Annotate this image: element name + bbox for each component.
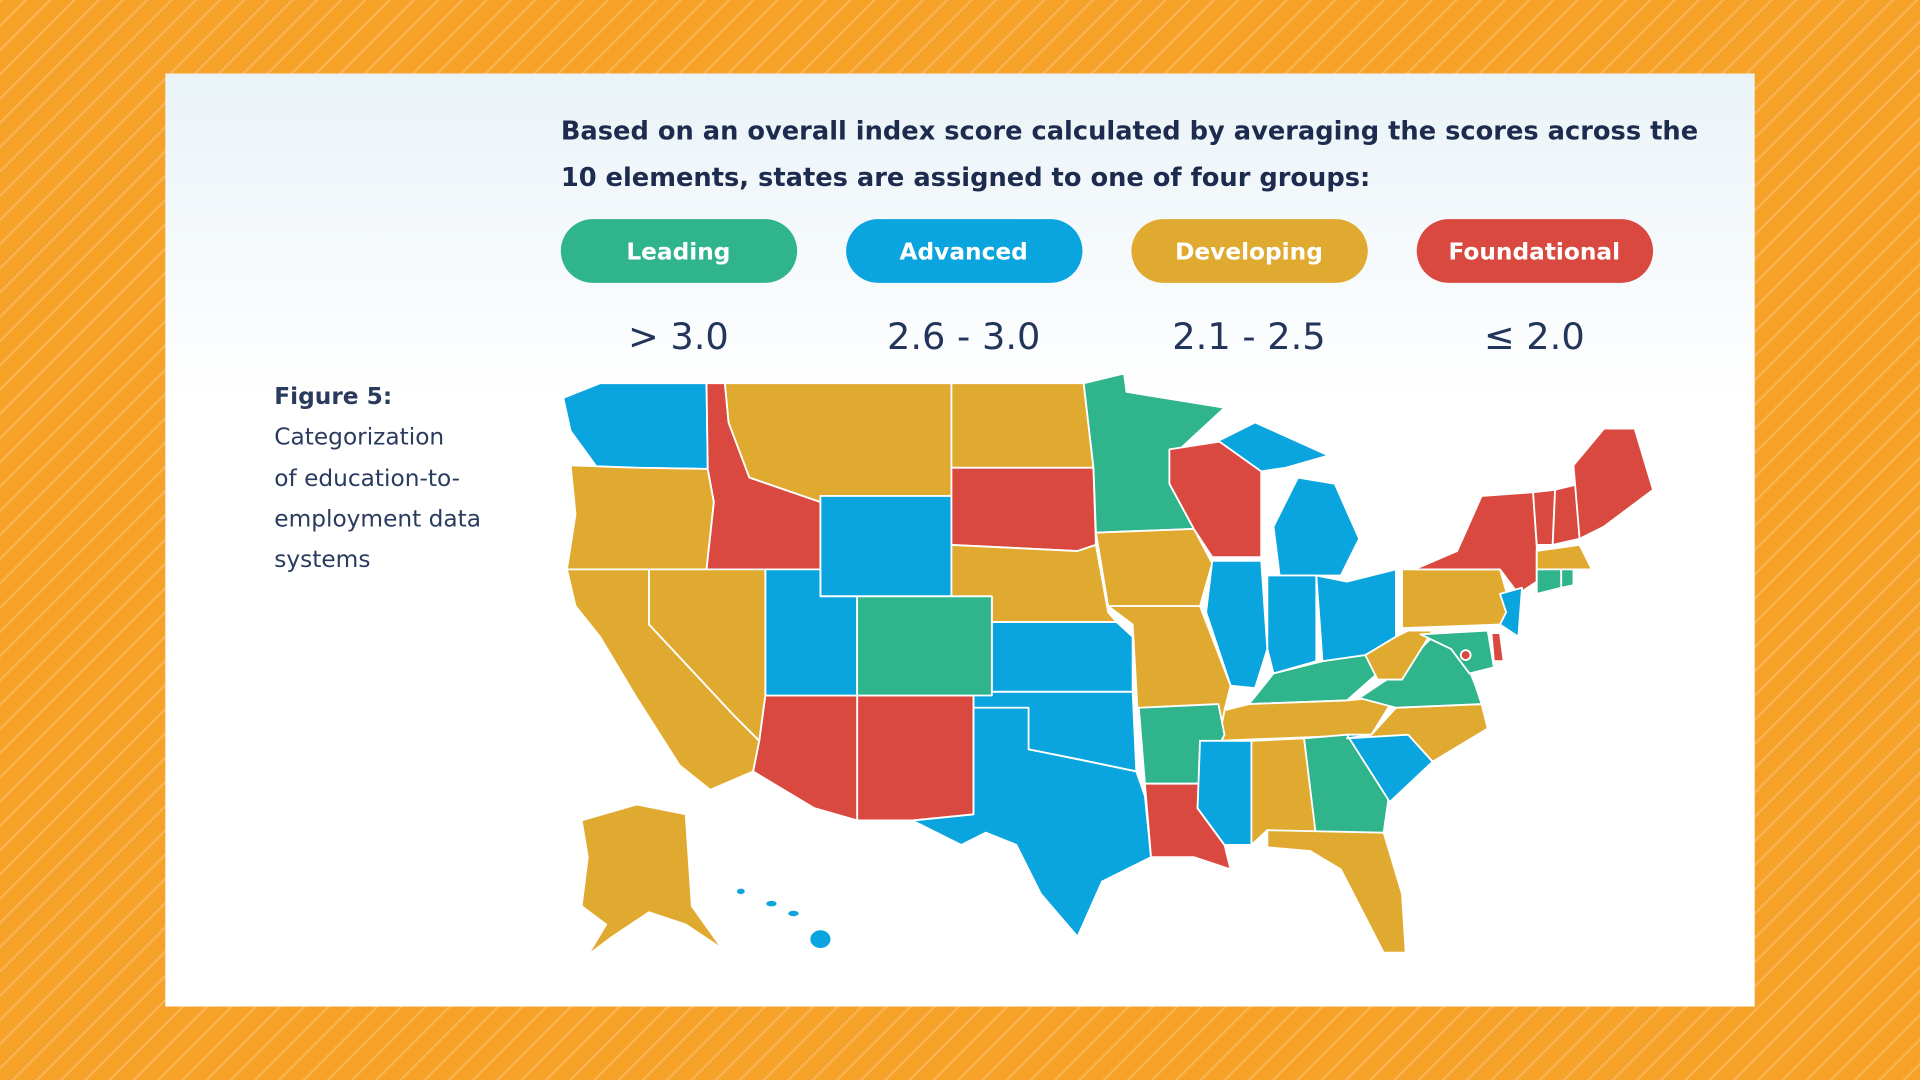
state [1419,629,1495,675]
state [1272,476,1361,577]
group-range: > 3.0 [628,315,729,358]
intro-line: Based on an overall index score calculat… [561,117,1698,147]
group-range: 2.1 - 2.5 [1172,315,1325,358]
state [1303,733,1391,840]
state [808,928,833,950]
state [764,899,779,909]
state [911,706,1152,938]
caption-line: Categorization [274,423,444,450]
group-range: ≤ 2.0 [1484,315,1585,358]
state [1196,739,1253,846]
group-pill [560,219,798,283]
state [1095,528,1214,608]
figure-caption: Figure 5: Categorization of education-to… [274,383,481,573]
state [786,908,801,919]
group-pill [1416,219,1654,283]
state [1532,488,1557,546]
state [1490,632,1505,663]
group-pill [846,219,1083,283]
state [1205,559,1269,690]
state [1459,649,1472,661]
intro-line: 10 elements, states are assigned to one … [561,163,1371,193]
state [1401,568,1514,630]
caption-line: systems [274,546,370,573]
state [950,466,1097,552]
state [1364,629,1434,681]
state [819,495,953,598]
legend: Leading > 3.0 Advanced 2.6 - 3.0 Developing 2… [560,219,1654,358]
group-range: 2.6 - 3.0 [887,315,1040,358]
intro: Based on an overall index score calculat… [561,117,1698,194]
caption-line: employment data [274,506,481,533]
state [1572,427,1654,540]
state [990,621,1134,693]
state [735,886,747,897]
state [580,803,724,957]
state [950,382,1095,469]
state [1499,586,1523,638]
state [1266,829,1407,954]
us-map [562,372,1654,957]
group-label: Foundational [1448,239,1620,266]
state [1266,574,1318,675]
state [1217,421,1330,473]
group-pill [1131,219,1368,283]
group-label: Advanced [900,239,1028,266]
figure-label: Figure 5: [274,383,392,410]
state [566,568,761,791]
group-label: Leading [626,239,730,266]
state [856,694,975,822]
group-label: Developing [1175,239,1323,266]
caption-line: of education-to- [274,465,460,492]
state [1560,568,1575,589]
state [1535,543,1593,571]
state [566,464,715,571]
state [856,595,993,697]
